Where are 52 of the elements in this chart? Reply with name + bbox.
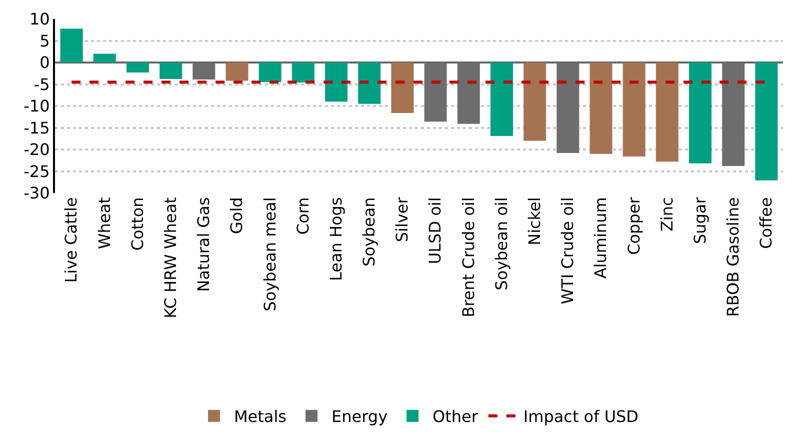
y-tick-label: -10 — [24, 96, 50, 116]
bar — [689, 62, 712, 164]
legend-label: Impact of USD — [523, 407, 639, 426]
x-tick-label: RBOB Gasoline — [724, 197, 743, 317]
x-tick-label: Live Cattle — [62, 197, 81, 283]
x-tick-label: Natural Gas — [194, 197, 214, 292]
x-tick-label: Coffee — [756, 197, 776, 249]
bar — [60, 28, 83, 62]
y-tick-label: -15 — [24, 118, 50, 138]
x-tick-label: Lean Hogs — [326, 197, 346, 282]
x-tick-label: Wheat — [94, 197, 114, 250]
x-tick-label: Sugar — [690, 196, 710, 244]
legend-label: Other — [432, 407, 478, 426]
bar — [160, 62, 182, 80]
bar — [755, 62, 778, 180]
bar — [622, 62, 646, 156]
bar — [656, 62, 678, 162]
y-tick-label: 5 — [40, 31, 50, 50]
y-tick-label: -30 — [24, 184, 50, 203]
x-tick-label: ULSD oil — [426, 197, 445, 264]
x-tick-label: Soybean — [360, 197, 379, 267]
bar — [126, 62, 149, 73]
x-tick-label: KC HRW Wheat — [161, 197, 180, 318]
bar — [524, 62, 546, 141]
bar — [93, 54, 116, 62]
bar — [292, 62, 314, 83]
y-tick-label: -5 — [34, 74, 50, 94]
x-tick-label: Cotton — [128, 197, 147, 251]
y-tick-label: 0 — [40, 53, 50, 72]
x-tick-label: Silver — [392, 196, 412, 242]
x-tick-label: Soybean meal — [260, 197, 280, 312]
y-tick-label: 10 — [29, 10, 50, 29]
x-tick-label: Zinc — [657, 197, 676, 232]
x-tick-label: Gold — [227, 197, 246, 234]
x-tick-label: Aluminum — [591, 197, 610, 279]
y-tick-label: -25 — [24, 162, 50, 181]
y-tick-label: -20 — [24, 140, 50, 160]
x-tick-label: WTI Crude oil — [558, 197, 578, 304]
x-tick-label: Brent Crude oil — [458, 197, 478, 318]
bar — [391, 62, 414, 113]
bar — [490, 62, 513, 136]
bar — [358, 62, 381, 104]
x-tick-label: Nickel — [525, 197, 544, 246]
legend-label: Metals — [234, 407, 287, 426]
x-tick-label: Copper — [624, 196, 644, 255]
bar — [590, 62, 612, 154]
x-tick-label: Soybean oil — [492, 197, 511, 290]
bar — [226, 62, 248, 81]
bar — [325, 62, 348, 102]
x-tick-label: Corn — [293, 197, 312, 235]
legend-label: Energy — [332, 407, 388, 426]
bar — [258, 62, 282, 82]
